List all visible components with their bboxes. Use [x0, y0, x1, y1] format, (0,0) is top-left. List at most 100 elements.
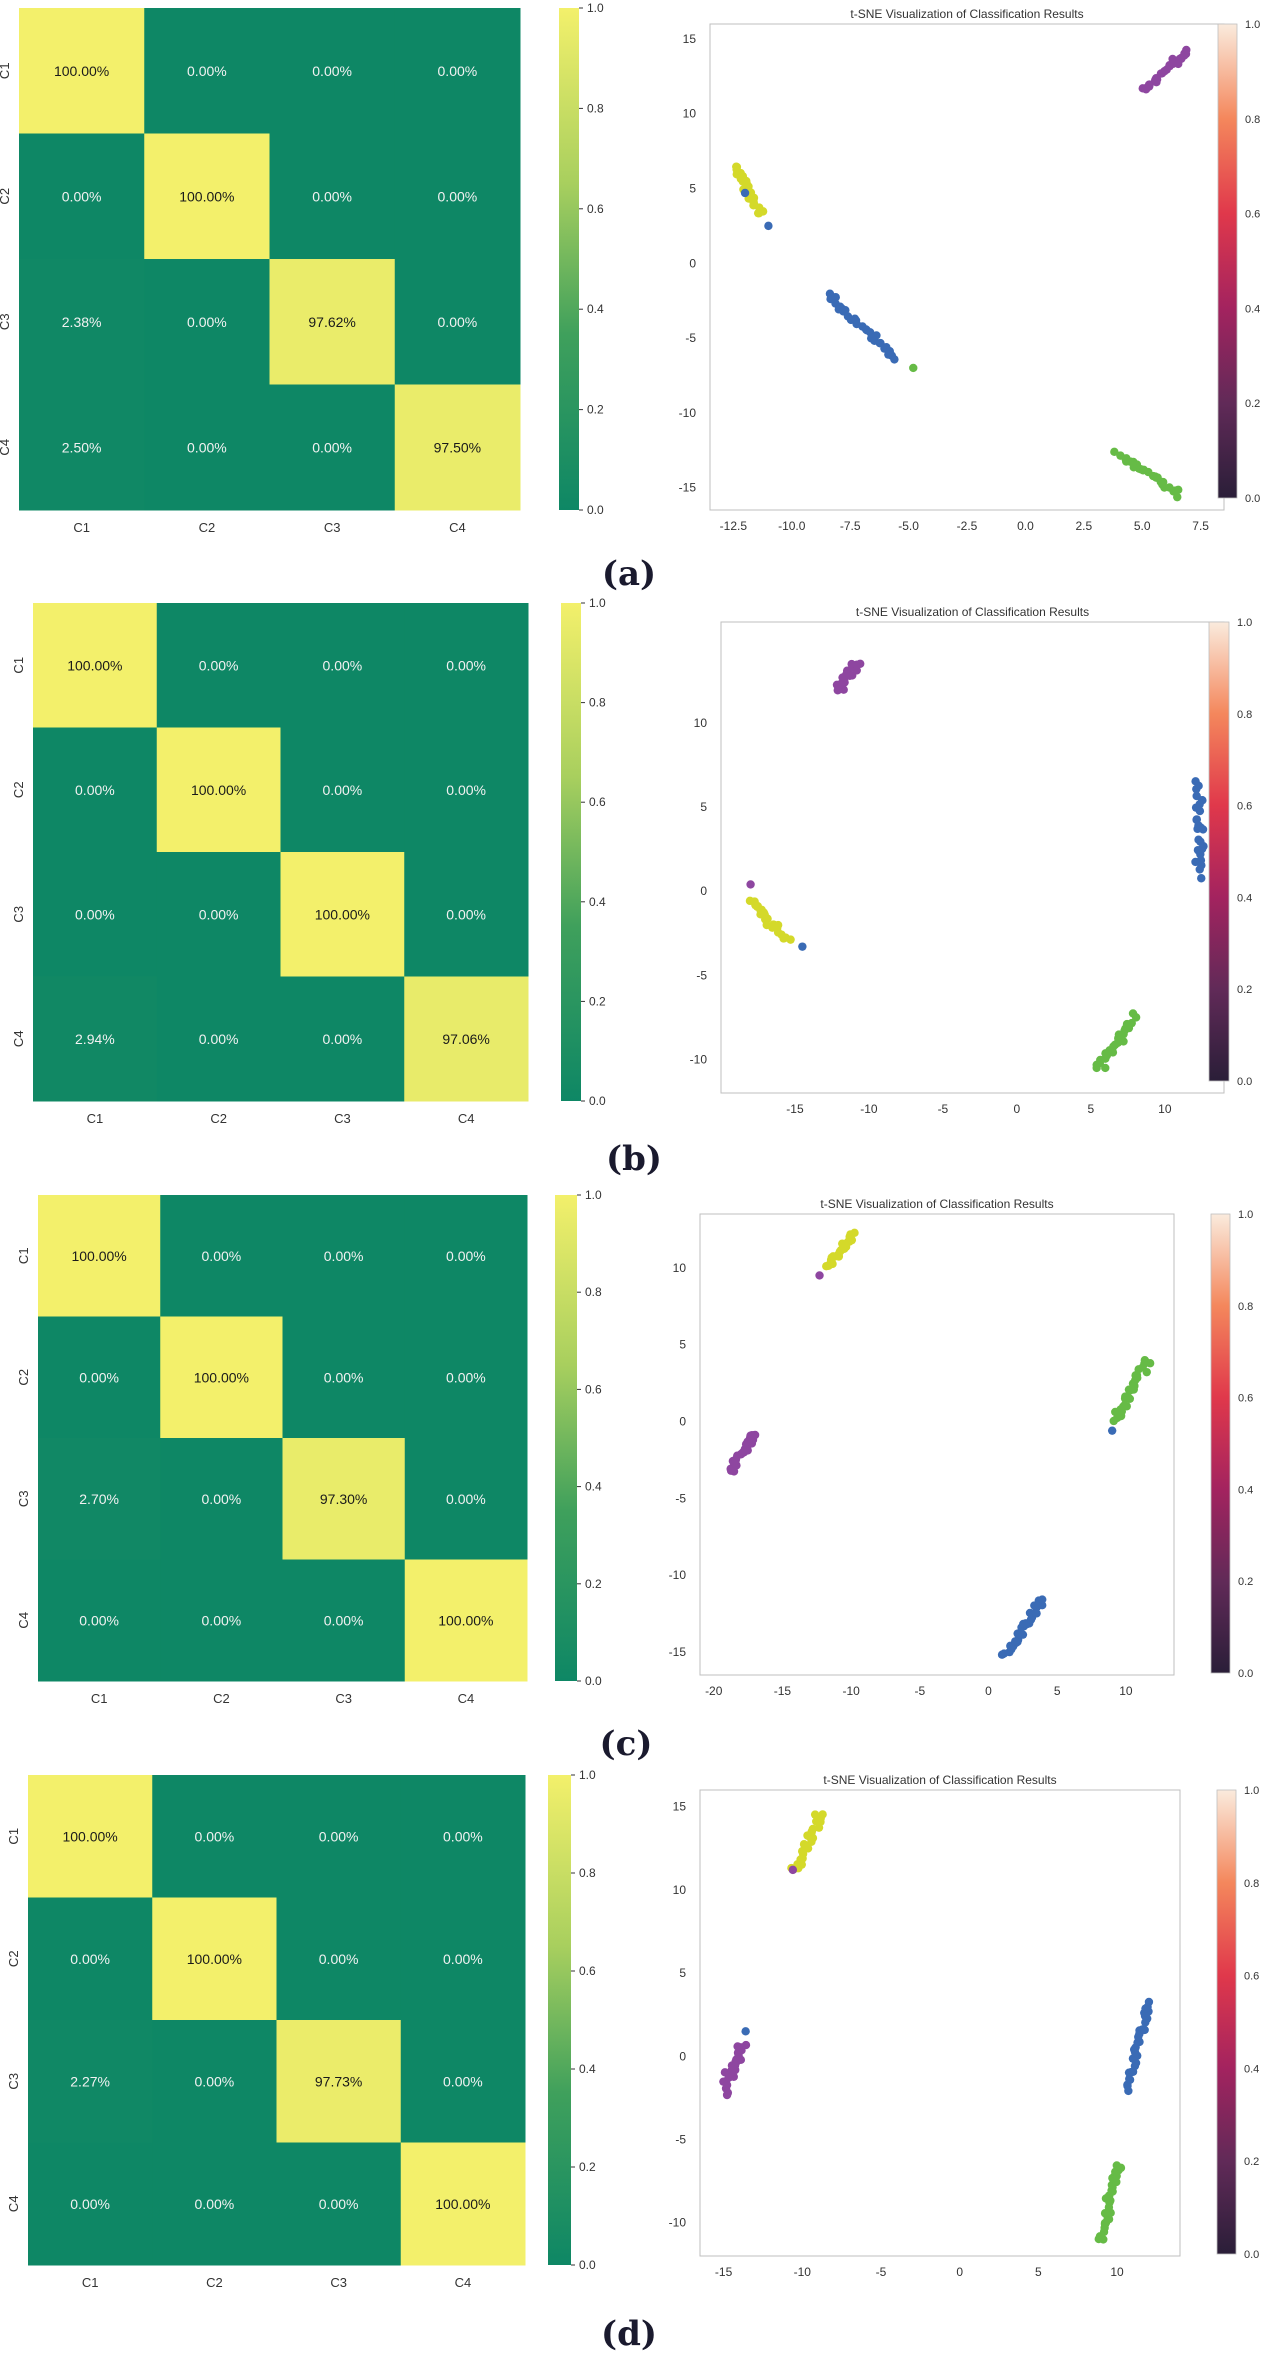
- tsne-point: [1174, 485, 1183, 494]
- heatmap-cell: [276, 1897, 402, 2021]
- heatmap-colorbar-tick: 0.0: [585, 1674, 602, 1688]
- heatmap-cell-label: 0.00%: [195, 2196, 235, 2212]
- panel-a: 100.00% 0.00% 0.00% 0.00%0.00% 100.00% 0.00% 0…: [0, 1, 1260, 594]
- tsne-colorbar-tick: 0.4: [1244, 2063, 1259, 2075]
- heatmap-col-label: C2: [199, 520, 216, 535]
- tsne-colorbar-tick: 0.8: [1244, 1878, 1259, 1890]
- tsne-title: t-SNE Visualization of Classification Re…: [856, 605, 1089, 619]
- heatmap-colorbar-tick: 0.4: [579, 2062, 596, 2076]
- heatmap-cell-label: 0.00%: [323, 782, 363, 798]
- tsne-point: [1120, 1401, 1129, 1410]
- heatmap-colorbar-tick: 0.2: [579, 2160, 596, 2174]
- heatmap-cell: [404, 976, 529, 1102]
- tsne-colorbar-tick: 0.8: [1237, 709, 1252, 721]
- tsne-x-tick: -5: [914, 1684, 925, 1698]
- heatmap-cell: [19, 259, 145, 385]
- heatmap-cell: [152, 1775, 277, 1898]
- heatmap-colorbar-gradient: [559, 8, 579, 510]
- heatmap-cell-label: 0.00%: [324, 1612, 364, 1628]
- heatmap-cell-label: 0.00%: [70, 1951, 110, 1967]
- panel-c: 100.00% 0.00% 0.00% 0.00%0.00% 100.00% 0.00% 0…: [16, 1188, 1253, 1764]
- panel-caption: (c): [600, 1724, 653, 1764]
- heatmap-colorbar-tick: 0.6: [587, 202, 604, 216]
- confusion-matrix-heatmap: 100.00% 0.00% 0.00% 0.00% 0.00% 100.00% 0.00% 0…: [16, 1195, 528, 1706]
- heatmap-cell-label: 0.00%: [438, 188, 478, 204]
- tsne-y-tick: -15: [679, 481, 697, 495]
- tsne-point: [763, 914, 772, 923]
- heatmap-cell: [280, 727, 405, 853]
- tsne-y-tick: -5: [696, 968, 707, 982]
- tsne-point: [1101, 1063, 1110, 1073]
- tsne-outlier-point: [764, 221, 773, 231]
- tsne-point: [1168, 54, 1177, 64]
- heatmap-cell: [152, 1897, 277, 2021]
- heatmap-cell: [404, 1438, 528, 1560]
- heatmap-cell: [160, 1438, 283, 1560]
- tsne-cluster-green: [1109, 1355, 1155, 1426]
- heatmap-cell-label: 0.00%: [438, 63, 478, 79]
- tsne-colorbar-tick: 0.6: [1238, 1393, 1253, 1405]
- tsne-point: [1125, 2074, 1134, 2084]
- heatmap-cell: [160, 1195, 283, 1317]
- heatmap-cell-label: 0.00%: [443, 2073, 483, 2089]
- tsne-point: [758, 207, 768, 216]
- heatmap-row-label: C2: [11, 781, 26, 798]
- tsne-y-tick: -5: [675, 1491, 686, 1505]
- tsne-colorbar-tick: 0.4: [1237, 892, 1252, 904]
- tsne-cluster-purple: [726, 1430, 760, 1476]
- heatmap-cell-label: 0.00%: [202, 1612, 242, 1628]
- heatmap-cell-label: 0.00%: [323, 1031, 363, 1047]
- heatmap-cell-label: 100.00%: [67, 657, 122, 673]
- tsne-y-tick: 10: [673, 1261, 687, 1275]
- heatmap-cell-label: 0.00%: [187, 63, 227, 79]
- tsne-x-tick: -10: [860, 1102, 878, 1116]
- tsne-cluster-purple: [719, 2040, 751, 2100]
- heatmap-cell: [282, 1316, 406, 1439]
- tsne-y-tick: 5: [689, 181, 696, 195]
- tsne-colorbar-tick: 1.0: [1245, 19, 1260, 31]
- tsne-point: [1018, 1630, 1028, 1639]
- tsne-colorbar-gradient: [1208, 621, 1230, 1082]
- heatmap-cell-label: 2.27%: [70, 2073, 110, 2089]
- heatmap-cell-label: 0.00%: [438, 314, 478, 330]
- tsne-x-tick: 0.0: [1017, 519, 1034, 533]
- tsne-point: [1125, 1394, 1135, 1404]
- heatmap-cell: [156, 727, 281, 853]
- tsne-y-tick: 5: [679, 1338, 686, 1352]
- tsne-point: [723, 2088, 733, 2097]
- heatmap-colorbar-gradient: [555, 1195, 577, 1681]
- heatmap-cell: [152, 2020, 277, 2143]
- tsne-x-tick: 10: [1158, 1102, 1172, 1116]
- heatmap-cell-label: 0.00%: [443, 1828, 483, 1844]
- tsne-colorbar-tick: 0.4: [1245, 303, 1260, 315]
- tsne-x-tick: 7.5: [1192, 519, 1209, 533]
- tsne-x-tick: 5: [1088, 1102, 1095, 1116]
- tsne-outlier-point: [815, 1271, 824, 1280]
- heatmap-colorbar-tick: 0.4: [589, 895, 606, 909]
- heatmap-cell: [394, 133, 521, 260]
- heatmap-col-label: C2: [213, 1691, 230, 1706]
- heatmap-colorbar: 0.0 0.2 0.4 0.6 0.8 1.0: [559, 1, 604, 517]
- tsne-scatter-plot: t-SNE Visualization of Classification Re…: [690, 605, 1225, 1116]
- tsne-x-tick: -15: [786, 1102, 804, 1116]
- tsne-outlier-point: [1107, 1426, 1117, 1435]
- tsne-colorbar-tick: 0.2: [1245, 398, 1260, 410]
- heatmap-cell: [144, 133, 270, 260]
- tsne-outlier-point: [909, 363, 918, 373]
- heatmap-cell-label: 0.00%: [324, 1248, 364, 1264]
- tsne-y-tick: -5: [675, 2133, 686, 2147]
- heatmap-cell: [394, 259, 521, 385]
- heatmap-cell-label: 0.00%: [75, 906, 115, 922]
- heatmap-cell-label: 2.38%: [62, 314, 102, 330]
- heatmap-col-label: C3: [335, 1691, 352, 1706]
- tsne-point: [850, 1228, 859, 1238]
- tsne-cluster-green: [1094, 2161, 1126, 2244]
- heatmap-cell-label: 0.00%: [319, 1828, 359, 1844]
- heatmap-cell: [28, 2020, 153, 2143]
- tsne-colorbar-tick: 0.6: [1244, 1971, 1259, 1983]
- heatmap-colorbar-tick: 0.0: [589, 1094, 606, 1108]
- tsne-x-tick: 0: [1014, 1102, 1021, 1116]
- heatmap-cell-label: 100.00%: [62, 1828, 117, 1844]
- heatmap-colorbar-tick: 0.0: [587, 503, 604, 517]
